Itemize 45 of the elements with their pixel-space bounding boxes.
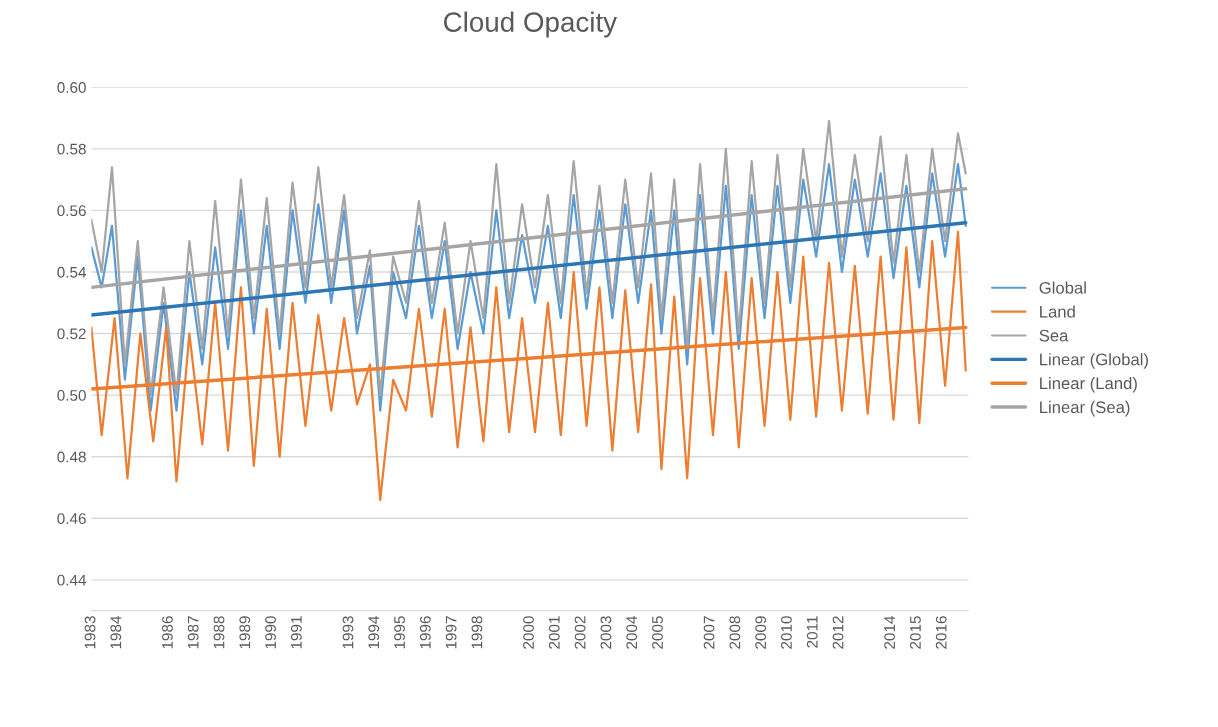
legend-label: Global — [1039, 281, 1086, 294]
x-tick-label: 1990 — [265, 616, 276, 649]
x-tick-label: 1998 — [471, 616, 483, 649]
x-tick-label: 2011 — [806, 616, 818, 648]
x-tick-label: 1993 — [342, 616, 354, 649]
x-tick-label: 1984 — [110, 615, 122, 649]
x-tick-label: 2010 — [781, 616, 792, 649]
x-tick-label: 1991 — [290, 616, 302, 649]
y-tick-label: 0.44 — [57, 574, 87, 586]
x-tick-label: 2015 — [910, 616, 921, 649]
legend-label: Sea — [1039, 329, 1069, 342]
y-tick-label: 0.56 — [57, 205, 86, 217]
x-tick-label: 1989 — [239, 616, 251, 649]
x-tick-label: 1986 — [162, 616, 173, 649]
legend-label: Linear (Sea) — [1040, 400, 1130, 417]
x-tick-label: 2014 — [884, 615, 896, 649]
x-tick-label: 1996 — [419, 616, 431, 649]
x-tick-label: 2016 — [935, 616, 947, 649]
x-tick-label: 2001 — [548, 616, 560, 649]
y-tick-label: 0.60 — [57, 82, 86, 93]
x-tick-label: 1987 — [187, 616, 199, 649]
x-tick-label: 2009 — [755, 616, 767, 649]
y-tick-label: 0.48 — [57, 451, 86, 463]
x-tick-label: 2005 — [652, 616, 663, 649]
y-tick-label: 0.58 — [57, 143, 86, 155]
x-tick-label: 1997 — [445, 616, 457, 649]
y-tick-label: 0.52 — [57, 328, 86, 340]
x-tick-label: 2002 — [574, 616, 586, 649]
x-tick-label: 2003 — [600, 616, 612, 649]
x-tick-label: 2008 — [729, 616, 741, 649]
x-tick-label: 2000 — [523, 616, 534, 649]
legend-label: Linear (Land) — [1040, 377, 1137, 393]
y-tick-label: 0.46 — [57, 513, 86, 524]
x-tick-label: 2004 — [626, 615, 638, 649]
x-tick-label: 1994 — [368, 615, 380, 649]
y-tick-label: 0.54 — [57, 266, 87, 278]
x-tick-label: 1995 — [394, 616, 405, 649]
chart-title: Cloud Opacity — [444, 11, 618, 38]
x-tick-label: 1983 — [84, 616, 96, 649]
y-tick-label: 0.50 — [57, 390, 86, 401]
x-tick-label: 1988 — [213, 616, 225, 649]
x-tick-label: 2007 — [703, 616, 715, 649]
x-tick-label: 2012 — [832, 616, 844, 649]
legend-label: Land — [1040, 305, 1075, 318]
legend-label: Linear (Global) — [1040, 353, 1148, 369]
